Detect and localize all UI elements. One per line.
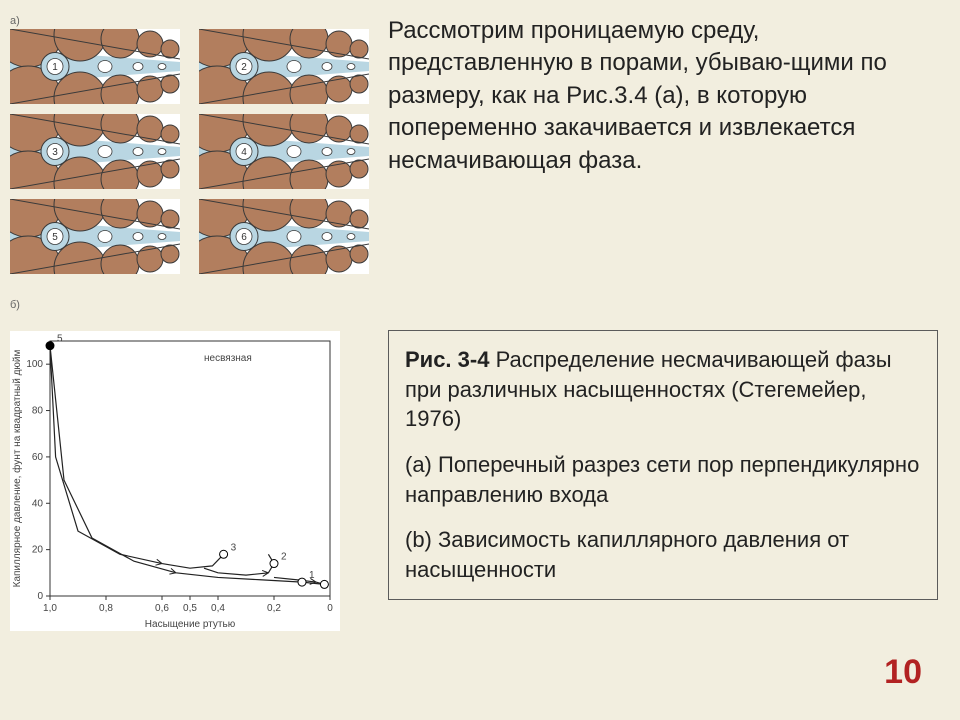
svg-text:Насыщение ртутью: Насыщение ртутью	[145, 619, 236, 630]
panel-a-label: а)	[10, 15, 380, 27]
svg-text:2: 2	[281, 552, 287, 563]
figure-caption-box: Рис. 3-4 Распределение несмачивающей фаз…	[388, 330, 938, 600]
svg-text:0,4: 0,4	[211, 603, 225, 614]
pore-cell: 3	[10, 114, 180, 189]
svg-text:0: 0	[37, 591, 43, 602]
svg-text:80: 80	[32, 406, 44, 417]
caption-item-b: (b) Зависимость капиллярного давления от…	[405, 525, 921, 584]
pore-panel-4: 4	[199, 114, 369, 189]
svg-text:1: 1	[309, 570, 315, 581]
svg-text:0,8: 0,8	[99, 603, 113, 614]
main-paragraph: Рассмотрим проницаемую среду, представле…	[388, 15, 943, 177]
svg-text:20: 20	[32, 545, 44, 556]
pore-cell: 1	[10, 29, 180, 104]
svg-text:60: 60	[32, 452, 44, 463]
pore-panel-3: 3	[10, 114, 180, 189]
svg-text:2: 2	[241, 62, 247, 73]
pore-cell: 4	[199, 114, 369, 189]
svg-text:несвязная: несвязная	[204, 353, 252, 364]
pore-cell: 2	[199, 29, 369, 104]
capillary-pressure-chart: 0 20 40 60 80 100 0 0,2 0,4 0,5 0,6 0,8 1,0 Насыщение…	[10, 331, 340, 631]
svg-text:40: 40	[32, 498, 44, 509]
pore-panel-2: 2	[199, 29, 369, 104]
svg-text:0,2: 0,2	[267, 603, 281, 614]
svg-text:0,5: 0,5	[183, 603, 197, 614]
svg-text:100: 100	[26, 359, 43, 370]
pore-diagram-grid: 1 2	[10, 29, 380, 274]
panel-b-label: б)	[10, 299, 380, 311]
pore-cell: 5	[10, 199, 180, 274]
svg-text:3: 3	[52, 147, 58, 158]
svg-text:4: 4	[241, 147, 247, 158]
svg-text:5: 5	[52, 232, 58, 243]
pore-panel-1: 1	[10, 29, 180, 104]
caption-title: Рис. 3-4 Распределение несмачивающей фаз…	[405, 345, 921, 434]
svg-text:6: 6	[241, 232, 247, 243]
svg-text:Капиллярное давление, фунт на: Капиллярное давление, фунт на квадратный…	[11, 350, 23, 588]
svg-text:1,0: 1,0	[43, 603, 57, 614]
pore-panel-5: 5	[10, 199, 180, 274]
pore-panel-6: 6	[199, 199, 369, 274]
pore-cell: 6	[199, 199, 369, 274]
svg-text:3: 3	[231, 542, 237, 553]
svg-text:0: 0	[327, 603, 333, 614]
svg-text:0,6: 0,6	[155, 603, 169, 614]
figure-column: а) 1	[10, 15, 380, 631]
svg-text:1: 1	[52, 62, 58, 73]
svg-text:5: 5	[57, 334, 63, 345]
page-number: 10	[884, 653, 922, 692]
caption-item-a: (a) Поперечный разрез сети пор перпендик…	[405, 450, 921, 509]
